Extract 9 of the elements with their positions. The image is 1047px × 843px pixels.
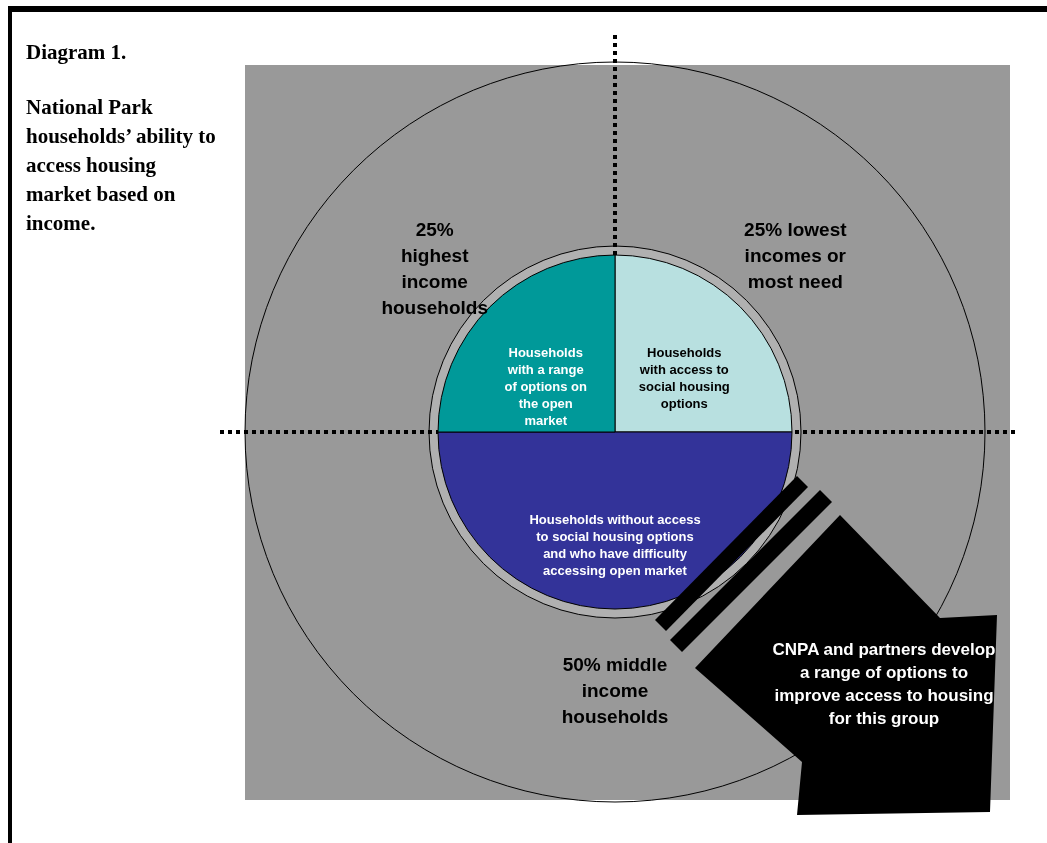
slice-label: Households without access to social housing options and who have difficulty accessing open market bbox=[529, 512, 701, 578]
data-label: 25% lowest incomes or most need bbox=[744, 218, 848, 292]
data-label: 50% middle income households bbox=[561, 654, 669, 727]
data-label: 25% highest income households bbox=[381, 218, 488, 318]
text: CNPA and partners develop a range of options to improve access to housing for this group bbox=[771, 639, 997, 730]
slice-label: Households with a range of options on the open market bbox=[504, 344, 587, 428]
text: Diagram 1. bbox=[26, 39, 128, 66]
slice-label: Households with access to social housing options bbox=[638, 344, 730, 411]
text: National Park households’ ability to access housing market based on income. bbox=[26, 94, 217, 237]
